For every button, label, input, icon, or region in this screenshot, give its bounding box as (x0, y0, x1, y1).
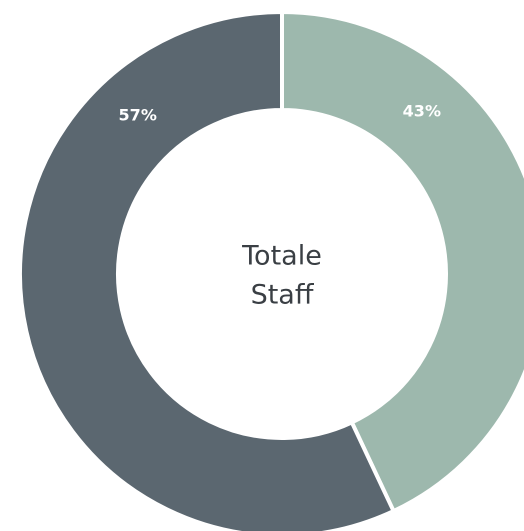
value-label: 43% (403, 102, 441, 121)
value-label: 57% (119, 105, 157, 124)
donut-segment (280, 9, 524, 514)
center-text: Staff (251, 280, 315, 311)
center-text: Totale (241, 241, 322, 272)
donut-segment (18, 9, 397, 531)
